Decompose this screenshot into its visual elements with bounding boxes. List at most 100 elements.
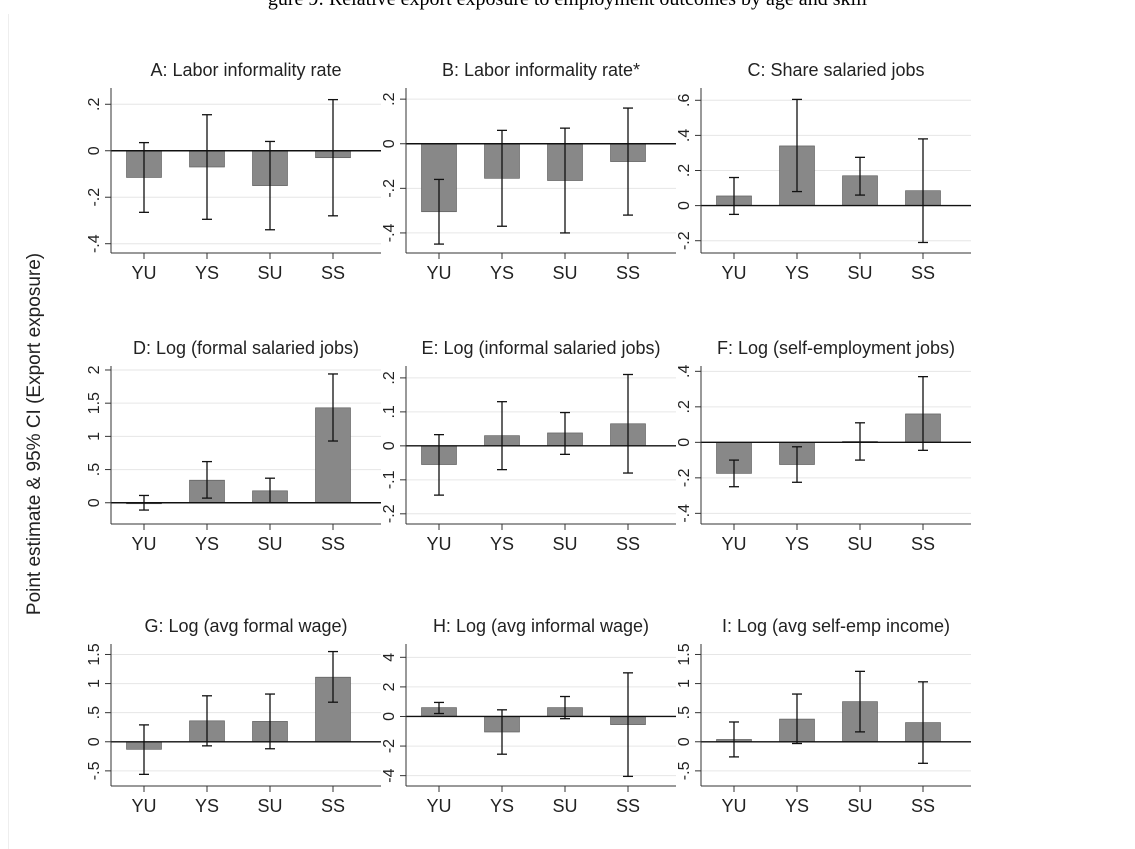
error-bar-ss bbox=[328, 373, 338, 442]
x-tick-label: SS bbox=[616, 263, 640, 283]
x-tick-label: SS bbox=[911, 796, 935, 816]
panel-title: A: Labor informality rate bbox=[150, 60, 341, 80]
x-tick-label: SS bbox=[616, 534, 640, 554]
x-tick-label: SU bbox=[552, 796, 577, 816]
y-tick-label: .2 bbox=[381, 92, 398, 105]
x-tick-label: SS bbox=[616, 796, 640, 816]
y-tick-label: 0 bbox=[381, 712, 398, 721]
error-bar-ys bbox=[792, 693, 802, 745]
x-tick-label: YU bbox=[426, 534, 451, 554]
panel-b: B: Labor informality rate* -.4 -.2 0 .2 YU YS S… bbox=[381, 60, 676, 283]
x-tick-label: YU bbox=[721, 796, 746, 816]
small-multiples-figure: A: Labor informality rate -.4 -.2 0 .2 YU YS SU… bbox=[86, 60, 971, 816]
y-tick-label: 0 bbox=[381, 441, 398, 450]
x-tick-label: YU bbox=[131, 534, 156, 554]
error-bar-yu bbox=[434, 178, 444, 245]
panel-title: G: Log (avg formal wage) bbox=[144, 616, 347, 636]
error-bar-ss bbox=[328, 98, 338, 217]
panel-title: C: Share salaried jobs bbox=[747, 60, 924, 80]
y-tick-label: 0 bbox=[381, 139, 398, 148]
y-tick-label: 1 bbox=[86, 432, 103, 441]
x-tick-label: YS bbox=[785, 534, 809, 554]
y-tick-label: 2 bbox=[381, 682, 398, 691]
y-tick-label: 2 bbox=[86, 365, 103, 374]
x-tick-label: SS bbox=[911, 263, 935, 283]
x-tick-label: YS bbox=[195, 796, 219, 816]
error-bar-ss bbox=[918, 681, 928, 764]
error-bar-ss bbox=[328, 650, 338, 703]
error-bar-ss bbox=[623, 672, 633, 778]
y-tick-label: -.2 bbox=[86, 188, 103, 207]
y-tick-label: 0 bbox=[676, 438, 693, 447]
error-bar-ss bbox=[623, 373, 633, 474]
y-tick-label: .4 bbox=[676, 129, 693, 142]
error-bar-ys bbox=[792, 98, 802, 193]
error-bar-ys bbox=[792, 446, 802, 483]
panel-i: I: Log (avg self-emp income) -.5 0 .5 1 1.5 YU… bbox=[676, 616, 971, 816]
error-bar-ss bbox=[623, 107, 633, 216]
x-tick-label: SU bbox=[847, 263, 872, 283]
x-tick-label: SS bbox=[321, 263, 345, 283]
x-tick-label: SU bbox=[257, 534, 282, 554]
y-tick-label: -.2 bbox=[381, 179, 398, 198]
error-bar-su bbox=[855, 670, 865, 733]
panel-g: G: Log (avg formal wage) -.5 0 .5 1 1.5 YU YS SU… bbox=[86, 616, 381, 816]
panel-c: C: Share salaried jobs -.2 0 .2 .4 .6 YU YS SU SS bbox=[676, 60, 971, 283]
x-tick-label: SS bbox=[911, 534, 935, 554]
error-bar-su bbox=[560, 695, 570, 720]
x-tick-label: YS bbox=[490, 796, 514, 816]
x-tick-label: YU bbox=[426, 263, 451, 283]
error-bar-ys bbox=[497, 401, 507, 471]
error-bar-yu bbox=[139, 494, 149, 511]
x-tick-label: YU bbox=[721, 534, 746, 554]
x-tick-label: SS bbox=[321, 796, 345, 816]
error-bar-su bbox=[265, 693, 275, 750]
error-bar-yu bbox=[729, 459, 739, 488]
x-tick-label: YS bbox=[490, 534, 514, 554]
x-tick-label: SU bbox=[257, 796, 282, 816]
y-tick-label: -.2 bbox=[676, 468, 693, 487]
y-tick-label: .2 bbox=[381, 371, 398, 384]
error-bar-su bbox=[560, 411, 570, 455]
error-bar-yu bbox=[729, 176, 739, 216]
y-tick-label: .2 bbox=[676, 164, 693, 177]
error-bar-yu bbox=[434, 433, 444, 496]
y-tick-label: .2 bbox=[86, 97, 103, 110]
error-bar-ss bbox=[918, 138, 928, 244]
y-tick-label: 0 bbox=[676, 201, 693, 210]
y-tick-label: -.4 bbox=[86, 234, 103, 253]
error-bar-su bbox=[265, 477, 275, 504]
figure-caption-strip: gure 9: Relative export exposure to empl… bbox=[0, 0, 1135, 14]
error-bar-yu bbox=[139, 724, 149, 776]
y-tick-label: -.5 bbox=[86, 761, 103, 780]
y-tick-label: 1 bbox=[86, 679, 103, 688]
y-tick-label: 1.5 bbox=[86, 643, 103, 665]
x-tick-label: YS bbox=[490, 263, 514, 283]
error-bar-yu bbox=[434, 701, 444, 715]
panel-title: E: Log (informal salaried jobs) bbox=[421, 338, 660, 358]
panel-h: H: Log (avg informal wage) -4 -2 0 2 4 YU YS SU S… bbox=[381, 616, 676, 816]
x-tick-label: YU bbox=[131, 263, 156, 283]
error-bar-ys bbox=[497, 129, 507, 227]
panel-title: F: Log (self-employment jobs) bbox=[717, 338, 955, 358]
y-tick-label: .5 bbox=[86, 463, 103, 476]
y-tick-label: -.4 bbox=[676, 504, 693, 523]
x-tick-label: YU bbox=[721, 263, 746, 283]
x-tick-label: YS bbox=[785, 796, 809, 816]
x-tick-label: SU bbox=[257, 263, 282, 283]
error-bar-yu bbox=[139, 141, 149, 213]
panel-e: E: Log (informal salaried jobs) -.2 -.1 0 .1… bbox=[381, 338, 676, 554]
y-tick-label: 1.5 bbox=[676, 643, 693, 665]
y-tick-label: .4 bbox=[676, 365, 693, 378]
error-bar-su bbox=[855, 156, 865, 196]
x-tick-label: YS bbox=[195, 534, 219, 554]
y-tick-label: 4 bbox=[381, 653, 398, 662]
x-tick-label: YS bbox=[195, 263, 219, 283]
error-bar-ss bbox=[918, 376, 928, 451]
y-tick-label: -4 bbox=[381, 768, 398, 782]
y-tick-label: -.2 bbox=[676, 231, 693, 250]
x-tick-label: SU bbox=[552, 263, 577, 283]
y-tick-label: .1 bbox=[381, 405, 398, 418]
shared-y-axis-label: Point estimate & 95% CI (Export exposure… bbox=[24, 252, 45, 616]
panel-d: D: Log (formal salaried jobs) 0 .5 1 1.5 2 YU Y… bbox=[86, 338, 381, 554]
